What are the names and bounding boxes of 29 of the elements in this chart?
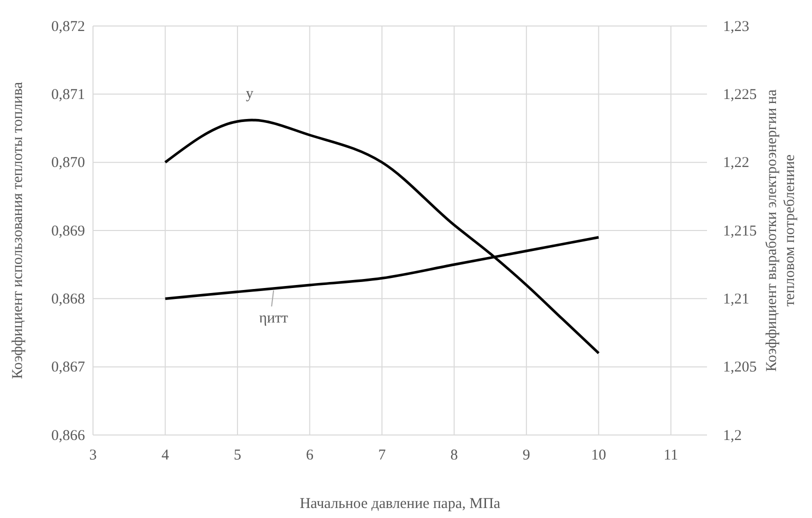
x-tick-label: 5: [234, 448, 242, 464]
y2-tick-label: 1,225: [723, 86, 757, 103]
line-series: [164, 118, 600, 354]
y-tick-label: 0,872: [51, 18, 85, 35]
y2-axis-title: Коэффициент выработки электроэнергии на тепловом потреблениие: [764, 89, 798, 372]
y2-tick-label: 1,22: [723, 155, 750, 172]
series-label: ηитт: [259, 310, 289, 326]
y2-tick-label: 1,21: [723, 291, 750, 308]
y-axis-title: Коэффициент использования теплоты топлива: [10, 82, 26, 379]
y2-tick-label: 1,23: [723, 18, 750, 35]
y-tick-label: 0,870: [51, 155, 85, 172]
x-axis-title: Начальное давление пара, МПа: [300, 496, 501, 512]
x-tick-label: 6: [306, 448, 314, 464]
y2-tick-label: 1,215: [723, 223, 757, 240]
y-tick-label: 0,867: [51, 360, 86, 376]
x-tick-label: 3: [89, 448, 97, 464]
y-tick-label: 0,868: [51, 291, 85, 308]
y-tick-label: 0,866: [51, 428, 86, 444]
x-tick-label: 10: [591, 448, 606, 464]
x-tick-label: 8: [450, 448, 458, 464]
series-label: у: [246, 86, 254, 102]
x-tick-label: 7: [378, 448, 386, 464]
y-tick-label: 0,871: [51, 86, 85, 103]
x-tick-label: 4: [161, 448, 170, 464]
x-tick-label: 9: [522, 448, 530, 464]
y2-tick-label: 1,2: [723, 428, 742, 444]
y2-tick-label: 1,205: [723, 360, 757, 376]
y-tick-label: 0,869: [51, 223, 85, 240]
x-tick-label: 11: [664, 448, 678, 464]
